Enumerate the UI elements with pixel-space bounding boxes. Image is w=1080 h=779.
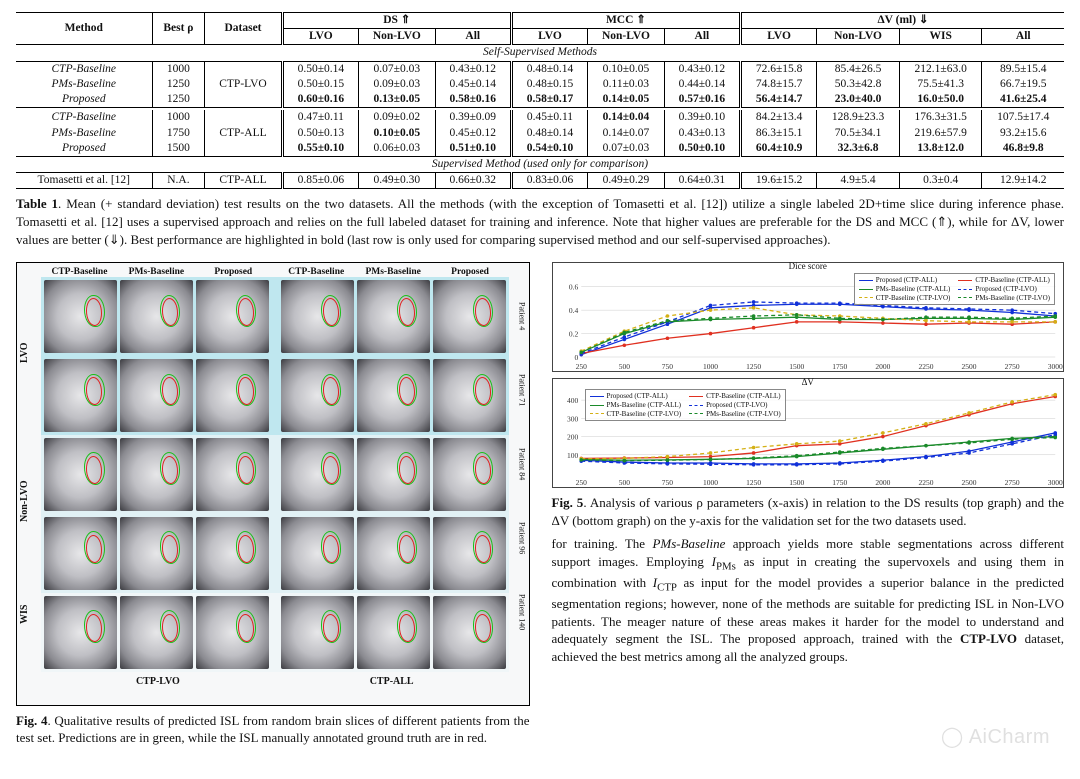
brain-slice bbox=[196, 517, 269, 590]
th-mcc: MCC ⇑ bbox=[511, 13, 740, 29]
svg-text:1500: 1500 bbox=[789, 478, 804, 487]
brain-slice bbox=[433, 438, 506, 511]
svg-text:500: 500 bbox=[618, 362, 630, 371]
figure-5: Dice score00.20.40.625050075010001250150… bbox=[552, 262, 1064, 488]
svg-text:2250: 2250 bbox=[918, 362, 933, 371]
fig4-caption: Fig. 4. Qualitative results of predicted… bbox=[16, 712, 530, 747]
svg-text:1250: 1250 bbox=[746, 362, 761, 371]
brain-slice bbox=[196, 596, 269, 669]
results-table-container: Method Best ρ Dataset DS ⇑ MCC ⇑ ΔV (ml)… bbox=[16, 12, 1064, 189]
svg-text:400: 400 bbox=[567, 396, 579, 405]
brain-slice bbox=[433, 517, 506, 590]
svg-text:0.2: 0.2 bbox=[568, 330, 578, 339]
brain-slice bbox=[433, 280, 506, 353]
svg-text:3000: 3000 bbox=[1047, 478, 1062, 487]
fig5-caption: Fig. 5. Analysis of various ρ parameters… bbox=[552, 494, 1064, 529]
svg-text:2000: 2000 bbox=[875, 478, 890, 487]
svg-text:1750: 1750 bbox=[832, 478, 847, 487]
fig5-chart-dice: Dice score00.20.40.625050075010001250150… bbox=[552, 262, 1064, 372]
brain-slice bbox=[281, 359, 354, 432]
brain-slice bbox=[357, 517, 430, 590]
svg-text:1000: 1000 bbox=[703, 362, 718, 371]
brain-slice bbox=[357, 280, 430, 353]
svg-text:1500: 1500 bbox=[789, 362, 804, 371]
svg-text:250: 250 bbox=[575, 362, 587, 371]
svg-text:1250: 1250 bbox=[746, 478, 761, 487]
svg-text:0.6: 0.6 bbox=[568, 283, 578, 292]
body-paragraph: for training. The PMs-Baseline approach … bbox=[552, 535, 1064, 665]
brain-slice bbox=[357, 438, 430, 511]
svg-text:750: 750 bbox=[661, 362, 673, 371]
brain-slice bbox=[357, 596, 430, 669]
th-method: Method bbox=[16, 13, 152, 45]
svg-text:2250: 2250 bbox=[918, 478, 933, 487]
brain-slice bbox=[44, 438, 117, 511]
brain-slice bbox=[433, 359, 506, 432]
th-dv: ΔV (ml) ⇓ bbox=[741, 13, 1064, 29]
svg-text:250: 250 bbox=[575, 478, 587, 487]
svg-text:0: 0 bbox=[574, 353, 578, 362]
svg-text:1000: 1000 bbox=[703, 478, 718, 487]
svg-text:0.4: 0.4 bbox=[568, 306, 578, 315]
svg-text:2500: 2500 bbox=[961, 362, 976, 371]
brain-slice bbox=[357, 359, 430, 432]
brain-slice bbox=[44, 359, 117, 432]
brain-slice bbox=[433, 596, 506, 669]
svg-text:200: 200 bbox=[567, 433, 579, 442]
svg-text:2000: 2000 bbox=[875, 362, 890, 371]
svg-text:750: 750 bbox=[661, 478, 673, 487]
figure-4: CTP-BaselinePMs-BaselineProposedCTP-Base… bbox=[16, 262, 530, 706]
brain-slice bbox=[281, 438, 354, 511]
brain-slice bbox=[196, 438, 269, 511]
results-table: Method Best ρ Dataset DS ⇑ MCC ⇑ ΔV (ml)… bbox=[16, 12, 1064, 189]
brain-slice bbox=[281, 596, 354, 669]
svg-text:500: 500 bbox=[618, 478, 630, 487]
brain-slice bbox=[120, 517, 193, 590]
brain-slice bbox=[281, 280, 354, 353]
table-caption: Table 1. Mean (+ standard deviation) tes… bbox=[16, 195, 1064, 248]
svg-text:100: 100 bbox=[567, 451, 579, 460]
brain-slice bbox=[120, 280, 193, 353]
fig5-chart-dv: ΔV10020030040025050075010001250150017502… bbox=[552, 378, 1064, 488]
svg-text:3000: 3000 bbox=[1047, 362, 1062, 371]
th-bestrho: Best ρ bbox=[152, 13, 205, 45]
th-dataset: Dataset bbox=[205, 13, 282, 45]
brain-slice bbox=[196, 280, 269, 353]
brain-slice bbox=[120, 438, 193, 511]
brain-slice bbox=[44, 596, 117, 669]
table-caption-text: Mean (+ standard deviation) test results… bbox=[16, 196, 1064, 246]
svg-text:1750: 1750 bbox=[832, 362, 847, 371]
brain-slice bbox=[120, 359, 193, 432]
svg-text:2750: 2750 bbox=[1004, 362, 1019, 371]
brain-slice bbox=[196, 359, 269, 432]
svg-text:300: 300 bbox=[567, 414, 579, 423]
svg-text:2750: 2750 bbox=[1004, 478, 1019, 487]
svg-text:2500: 2500 bbox=[961, 478, 976, 487]
th-ds: DS ⇑ bbox=[282, 13, 511, 29]
brain-slice bbox=[44, 280, 117, 353]
brain-slice bbox=[281, 517, 354, 590]
brain-slice bbox=[120, 596, 193, 669]
brain-slice bbox=[44, 517, 117, 590]
